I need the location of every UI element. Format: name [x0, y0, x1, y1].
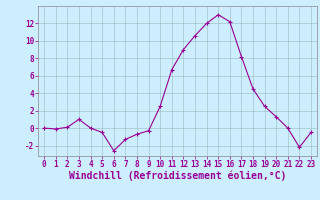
X-axis label: Windchill (Refroidissement éolien,°C): Windchill (Refroidissement éolien,°C): [69, 171, 286, 181]
